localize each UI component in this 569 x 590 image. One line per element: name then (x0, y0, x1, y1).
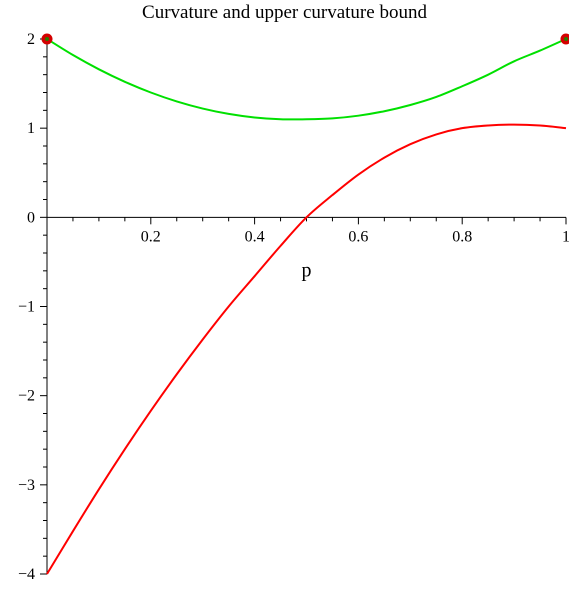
y-tick-label: 0 (27, 209, 35, 226)
y-tick-label: −2 (18, 388, 35, 405)
series-line-2 (46, 123, 567, 575)
x-tick-label: 0.2 (141, 228, 161, 245)
series-layer (46, 38, 567, 575)
y-tick-label: −4 (18, 566, 35, 583)
x-tick-label: 0.6 (348, 228, 368, 245)
x-axis-label: p (302, 259, 312, 281)
endpoint-marker-center (564, 37, 568, 41)
labels-layer: 0.2 0.4 0.6 0.8 1 2 1 0 −1 −2 −3 −4 p (18, 31, 569, 583)
y-tick-label: 2 (27, 31, 35, 48)
series-line-1 (46, 38, 567, 121)
y-tick-label: 1 (27, 120, 35, 137)
marker-layer (41, 33, 569, 45)
y-tick-label: −1 (18, 299, 35, 316)
x-tick-label: 0.8 (452, 228, 472, 245)
y-tick-label: −3 (18, 477, 35, 494)
chart-title: Curvature and upper curvature bound (142, 2, 427, 23)
x-tick-label: 0.4 (245, 228, 265, 245)
endpoint-marker-center (45, 37, 49, 41)
x-tick-label: 1 (562, 228, 569, 245)
